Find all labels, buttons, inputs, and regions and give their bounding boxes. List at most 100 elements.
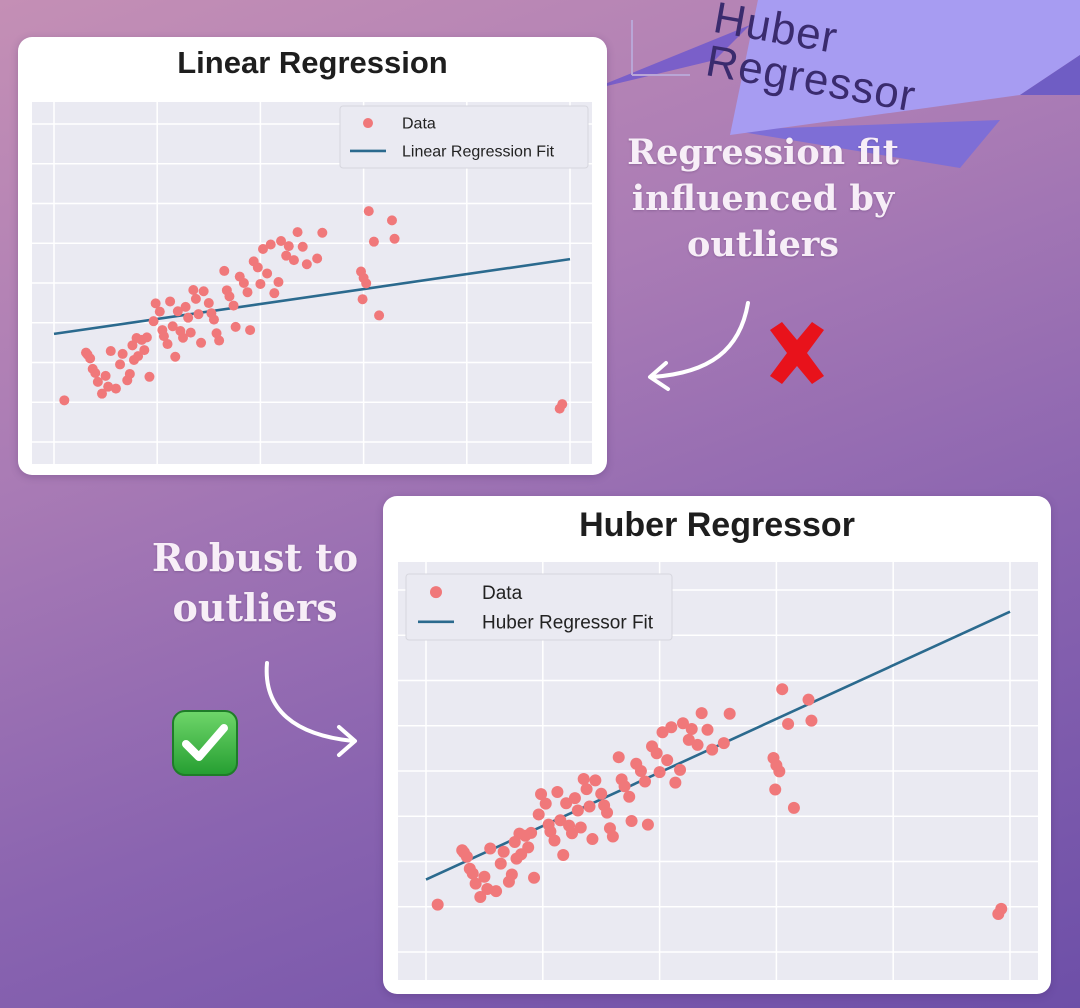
data-point <box>484 842 497 855</box>
data-point <box>283 241 294 252</box>
curved-arrow-icon <box>264 661 357 757</box>
data-point <box>115 359 126 370</box>
data-point <box>522 841 535 854</box>
data-point <box>682 733 695 746</box>
data-point <box>717 737 730 750</box>
data-point <box>539 797 552 810</box>
data-point <box>317 227 328 238</box>
data-point <box>170 351 181 362</box>
legend-box <box>339 105 589 169</box>
data-point <box>214 335 225 346</box>
linear-regression-plot: Data Linear Regression Fit <box>32 102 592 464</box>
data-point <box>548 834 561 847</box>
check-mark-icon <box>172 710 238 776</box>
data-point <box>269 288 280 299</box>
data-point <box>665 721 678 734</box>
data-point <box>198 286 209 297</box>
data-point <box>228 300 239 311</box>
banner-fold <box>1020 55 1080 95</box>
data-point <box>154 306 165 317</box>
data-point <box>606 830 619 843</box>
data-point <box>566 827 578 840</box>
data-point <box>571 804 584 817</box>
data-point <box>802 693 815 706</box>
data-point <box>238 278 249 288</box>
data-point <box>203 298 214 309</box>
data-point <box>656 726 669 739</box>
data-point <box>589 774 602 787</box>
data-point <box>85 353 96 364</box>
data-point <box>601 806 614 819</box>
data-point <box>103 381 114 392</box>
data-point <box>639 775 651 788</box>
data-point <box>363 206 374 217</box>
data-point <box>560 797 573 810</box>
data-point <box>110 383 121 394</box>
data-point <box>297 241 308 252</box>
data-point <box>557 399 568 410</box>
banner-shape <box>590 0 1080 168</box>
huber-regressor-plot: Data Huber Regressor Fit <box>398 562 1038 980</box>
data-point <box>577 772 590 785</box>
chart-title-huber: Huber Regressor <box>579 506 855 544</box>
data-point <box>701 723 714 736</box>
annotation-robust: Robust to outliers <box>151 535 359 631</box>
data-point <box>490 885 503 898</box>
data-point <box>691 738 704 751</box>
data-point <box>183 312 194 323</box>
data-point <box>288 255 299 266</box>
data-point <box>219 265 230 276</box>
data-point <box>478 870 491 883</box>
data-point <box>276 236 287 247</box>
data-point <box>525 826 538 839</box>
data-point <box>669 776 682 789</box>
data-point <box>634 765 647 777</box>
data-point <box>100 370 111 381</box>
data-point <box>208 314 219 325</box>
annotation-influenced: Regression fit influenced by outliers <box>627 132 899 266</box>
data-point <box>193 309 204 320</box>
data-point <box>245 325 256 336</box>
data-point <box>641 818 654 831</box>
data-point <box>357 294 368 305</box>
data-point <box>262 268 273 279</box>
data-point <box>196 337 207 348</box>
data-point <box>505 868 518 881</box>
curved-arrow-icon <box>648 301 750 391</box>
legend-label-data: Data <box>402 116 436 133</box>
data-point <box>165 296 176 307</box>
huber-regressor-svg: Data Huber Regressor Fit <box>398 562 1038 980</box>
data-point <box>612 751 625 764</box>
data-point <box>190 293 201 304</box>
data-point <box>685 723 698 736</box>
legend-label-fit: Linear Regression Fit <box>402 144 555 161</box>
linear-regression-svg: Data Linear Regression Fit <box>32 102 592 464</box>
data-point <box>389 233 400 244</box>
data-point <box>90 367 101 378</box>
legend-box <box>405 573 673 641</box>
data-point <box>431 898 444 911</box>
data-point <box>292 227 303 238</box>
data-point <box>661 754 674 767</box>
data-point <box>557 848 570 861</box>
data-point <box>124 368 135 379</box>
data-point <box>469 877 482 890</box>
cross-mark-icon <box>770 322 824 384</box>
data-point <box>995 902 1008 915</box>
data-point <box>674 763 687 776</box>
data-point <box>188 284 199 295</box>
data-point <box>586 833 599 846</box>
data-point <box>650 747 663 760</box>
data-point <box>162 339 173 350</box>
banner-tail-bottom <box>730 120 1000 168</box>
data-point <box>595 787 608 800</box>
data-point <box>148 316 159 327</box>
data-point <box>723 707 736 720</box>
data-point <box>676 717 689 730</box>
data-point <box>361 278 372 289</box>
data-point <box>265 239 276 250</box>
data-point <box>224 291 235 302</box>
fit-line <box>53 257 571 336</box>
data-point <box>273 277 284 288</box>
data-point <box>386 215 397 226</box>
